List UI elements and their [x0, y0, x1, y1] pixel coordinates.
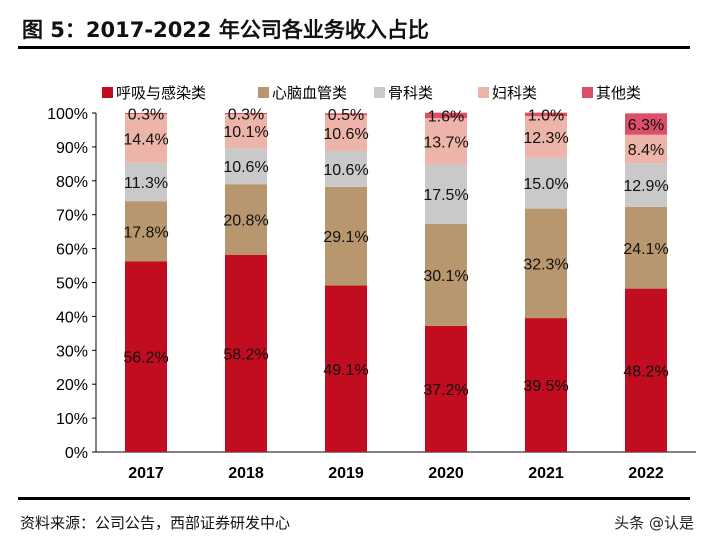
- data-label: 58.2%: [223, 346, 268, 363]
- bar-segment: [425, 223, 467, 326]
- data-label: 11.3%: [124, 175, 168, 192]
- bar-segment: [125, 162, 167, 202]
- bar-segment: [625, 134, 667, 164]
- x-tick-label: 2022: [628, 465, 664, 482]
- legend-swatch: [582, 87, 593, 98]
- data-label: 32.3%: [523, 256, 568, 273]
- data-label: 10.6%: [223, 159, 268, 176]
- bar-segment: [425, 325, 467, 452]
- data-label: 49.1%: [323, 362, 368, 379]
- legend-label: 骨科类: [388, 85, 433, 102]
- y-tick-label: 80%: [56, 174, 88, 191]
- figure-title: 图 5：2017-2022 年公司各业务收入占比: [22, 18, 429, 42]
- data-label: 24.1%: [623, 241, 668, 258]
- data-label: 48.2%: [623, 363, 668, 380]
- data-label: 1.6%: [428, 108, 464, 125]
- legend-label: 呼吸与感染类: [116, 85, 206, 102]
- y-tick-label: 30%: [56, 343, 88, 360]
- y-tick-label: 0%: [65, 445, 88, 462]
- data-label: 10.1%: [223, 124, 268, 141]
- x-tick-label: 2020: [428, 465, 464, 482]
- bar-segment: [525, 318, 567, 452]
- data-label: 0.3%: [228, 107, 264, 124]
- legend-label: 其他类: [596, 85, 641, 102]
- bottom-rule: [18, 497, 690, 500]
- bar-segment: [125, 114, 167, 163]
- bar-segment: [225, 254, 267, 452]
- bar-segment: [525, 116, 567, 158]
- top-rule: [18, 46, 690, 49]
- y-tick-label: 40%: [56, 309, 88, 326]
- bar-segment: [625, 163, 667, 207]
- bar-segment: [325, 285, 367, 452]
- data-label: 13.7%: [423, 134, 468, 151]
- bar-segment: [525, 157, 567, 209]
- data-label: 30.1%: [423, 268, 468, 285]
- y-tick-label: 100%: [47, 106, 88, 123]
- data-label: 17.5%: [423, 187, 468, 204]
- data-label: 12.9%: [623, 178, 668, 195]
- x-tick-label: 2019: [328, 465, 364, 482]
- data-label: 10.6%: [323, 162, 368, 179]
- bar-segment: [325, 115, 367, 151]
- data-label: 14.4%: [123, 131, 168, 148]
- data-label: 20.8%: [223, 212, 268, 229]
- bar-segment: [125, 261, 167, 452]
- y-tick-label: 10%: [56, 411, 88, 428]
- bar-segment: [425, 164, 467, 224]
- bar-segment: [125, 201, 167, 262]
- x-tick-label: 2021: [528, 465, 564, 482]
- legend-swatch: [478, 87, 489, 98]
- watermark: 头条 @认是: [614, 514, 694, 532]
- bar-segment: [225, 114, 267, 149]
- y-tick-label: 50%: [56, 276, 88, 293]
- bar-segment: [225, 113, 267, 115]
- y-tick-label: 70%: [56, 208, 88, 225]
- bar-segment: [325, 186, 367, 286]
- data-label: 37.2%: [423, 382, 468, 399]
- data-label: 0.3%: [128, 107, 164, 124]
- y-tick-label: 90%: [56, 140, 88, 157]
- data-label: 10.6%: [323, 126, 368, 143]
- bar-segment: [625, 288, 667, 452]
- legend-swatch: [258, 87, 269, 98]
- bar-segment: [225, 184, 267, 255]
- bar-segment: [325, 113, 367, 116]
- legend-label: 心脑血管类: [272, 85, 347, 102]
- data-label: 15.0%: [523, 176, 568, 193]
- legend-label: 妇科类: [492, 85, 537, 102]
- bar-segment: [225, 148, 267, 185]
- bar-segment: [125, 113, 167, 115]
- x-tick-label: 2017: [128, 465, 164, 482]
- data-label: 1.0%: [528, 107, 564, 124]
- data-label: 0.5%: [328, 107, 364, 124]
- data-label: 56.2%: [123, 350, 168, 367]
- bar-segment: [425, 112, 467, 119]
- legend-swatch: [374, 87, 385, 98]
- y-tick-label: 20%: [56, 377, 88, 394]
- data-label: 17.8%: [123, 224, 168, 241]
- source-note: 资料来源：公司公告，西部证券研发中心: [20, 514, 291, 532]
- bar-segment: [425, 118, 467, 165]
- data-label: 6.3%: [628, 117, 664, 134]
- data-label: 29.1%: [323, 229, 368, 246]
- bar-segment: [525, 112, 567, 117]
- y-tick-label: 60%: [56, 242, 88, 259]
- bar-segment: [525, 208, 567, 319]
- bar-segment: [625, 113, 667, 135]
- bar-segment: [325, 150, 367, 187]
- data-label: 12.3%: [523, 130, 568, 147]
- data-label: 8.4%: [628, 142, 664, 159]
- x-tick-label: 2018: [228, 465, 264, 482]
- bar-segment: [625, 206, 667, 289]
- data-label: 39.5%: [523, 378, 568, 395]
- legend-swatch: [102, 87, 113, 98]
